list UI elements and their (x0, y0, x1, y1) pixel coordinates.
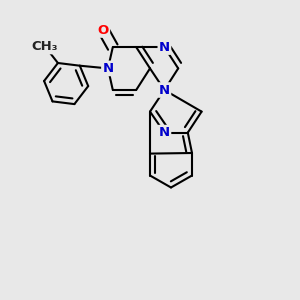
Text: N: N (159, 83, 170, 97)
Text: N: N (159, 126, 170, 139)
Text: N: N (102, 62, 114, 75)
Text: CH₃: CH₃ (32, 40, 58, 53)
Text: O: O (98, 23, 109, 37)
Text: N: N (159, 40, 170, 54)
